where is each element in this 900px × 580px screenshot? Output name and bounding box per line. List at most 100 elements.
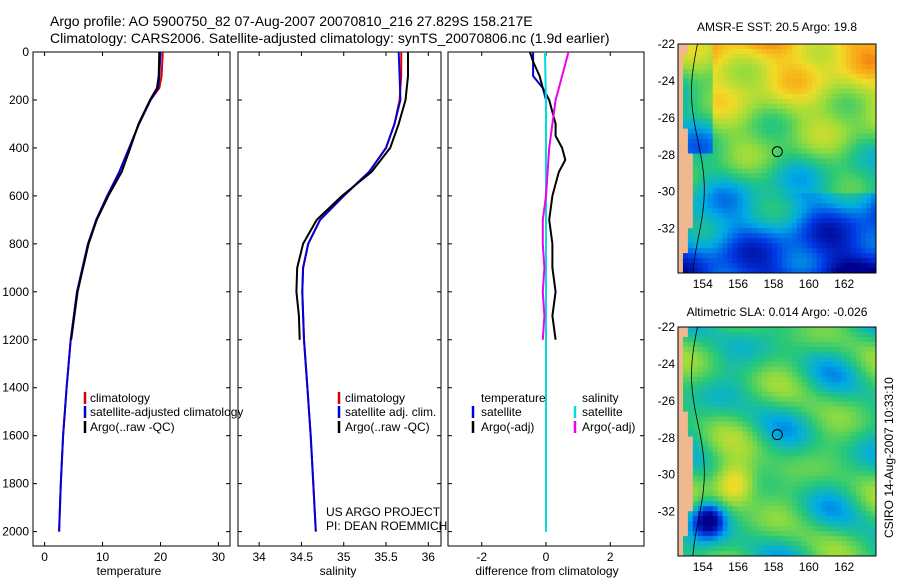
map-cell: [702, 98, 709, 105]
map-cell: [851, 327, 857, 333]
map-cell: [747, 198, 753, 204]
map-cell: [702, 78, 709, 85]
map-cell: [762, 218, 768, 224]
map-cell: [752, 263, 758, 269]
map-cell: [786, 73, 793, 80]
map-cell: [697, 436, 704, 443]
map-cell: [717, 213, 724, 219]
map-cell: [831, 53, 837, 60]
map-cell: [697, 143, 704, 150]
map-cell: [866, 461, 872, 467]
map-cell: [742, 63, 748, 70]
map-cell: [846, 163, 852, 170]
map-cell: [772, 73, 778, 80]
map-cell: [841, 193, 847, 199]
map-cell: [816, 183, 823, 189]
map-cell: [742, 113, 748, 120]
map-cell: [806, 436, 813, 443]
map-cell: [692, 386, 699, 393]
map-cell: [732, 83, 738, 90]
map-cell: [747, 253, 753, 259]
map-cell: [737, 336, 743, 343]
map-cell: [856, 406, 862, 413]
map-cell: [806, 501, 813, 507]
map-cell: [856, 491, 862, 497]
map-cell: [821, 456, 828, 463]
map-cell: [841, 536, 847, 542]
map-cell: [777, 208, 783, 214]
map-cell: [861, 218, 867, 224]
map-cell: [767, 168, 773, 175]
map-cell: [826, 193, 833, 199]
map-cell: [707, 123, 714, 130]
map-cell: [682, 456, 689, 463]
map-cell: [851, 233, 857, 239]
map-cell: [861, 536, 867, 542]
map-cell: [851, 93, 857, 100]
map-cell: [717, 228, 724, 234]
map-cell: [697, 188, 704, 194]
map-cell: [841, 168, 847, 175]
map-cell: [757, 541, 763, 547]
map-cell: [687, 73, 694, 80]
map-cell: [717, 551, 724, 556]
map-cell: [682, 73, 689, 80]
map-cell: [841, 551, 847, 556]
map-cell: [811, 451, 818, 458]
map-cell: [732, 58, 738, 65]
map-cell: [722, 541, 729, 547]
map-cell: [767, 431, 773, 438]
map-cell: [866, 88, 872, 95]
map-cell: [767, 327, 773, 333]
map-cell: [796, 496, 803, 502]
map-cell: [747, 73, 753, 80]
map-cell: [678, 327, 684, 333]
map-cell: [732, 396, 738, 403]
map-cell: [777, 361, 783, 368]
map-cell: [811, 411, 818, 418]
map-cell: [811, 203, 818, 209]
map-cell: [707, 53, 714, 60]
map-cell: [871, 268, 876, 273]
map-cell: [861, 391, 867, 398]
map-cell: [772, 53, 778, 60]
map-cell: [786, 501, 793, 507]
map-cell: [811, 521, 818, 527]
map-cell: [777, 268, 783, 273]
map-cell: [742, 441, 748, 448]
map-cell: [687, 391, 694, 398]
map-cell: [707, 253, 714, 259]
map-cell: [762, 158, 768, 165]
map-cell: [757, 158, 763, 165]
map-cell: [717, 58, 724, 65]
map-cell: [871, 516, 876, 522]
map-cell: [732, 351, 738, 358]
map-cell: [841, 476, 847, 482]
map-cell: [678, 268, 684, 273]
map-cell: [702, 83, 709, 90]
map-cell: [831, 426, 837, 433]
map-cell: [687, 531, 694, 537]
x-tick-label: 35: [337, 550, 351, 564]
map-cell: [841, 238, 847, 244]
map-cell: [861, 158, 867, 165]
map-cell: [846, 406, 852, 413]
map-cell: [678, 228, 684, 234]
map-cell: [747, 263, 753, 269]
map-cell: [841, 83, 847, 90]
map-cell: [871, 183, 876, 189]
map-cell: [752, 243, 758, 249]
map-cell: [866, 148, 872, 155]
map-cell: [732, 346, 738, 353]
map-cell: [866, 416, 872, 423]
map-cell: [682, 471, 689, 477]
map-cell: [806, 511, 813, 517]
map-cell: [737, 451, 743, 458]
map-cell: [752, 546, 758, 552]
map-cell: [712, 258, 719, 264]
map-cell: [722, 73, 729, 80]
map-cell: [692, 496, 699, 502]
map-cell: [737, 361, 743, 368]
map-cell: [772, 486, 778, 492]
map-cell: [871, 188, 876, 194]
